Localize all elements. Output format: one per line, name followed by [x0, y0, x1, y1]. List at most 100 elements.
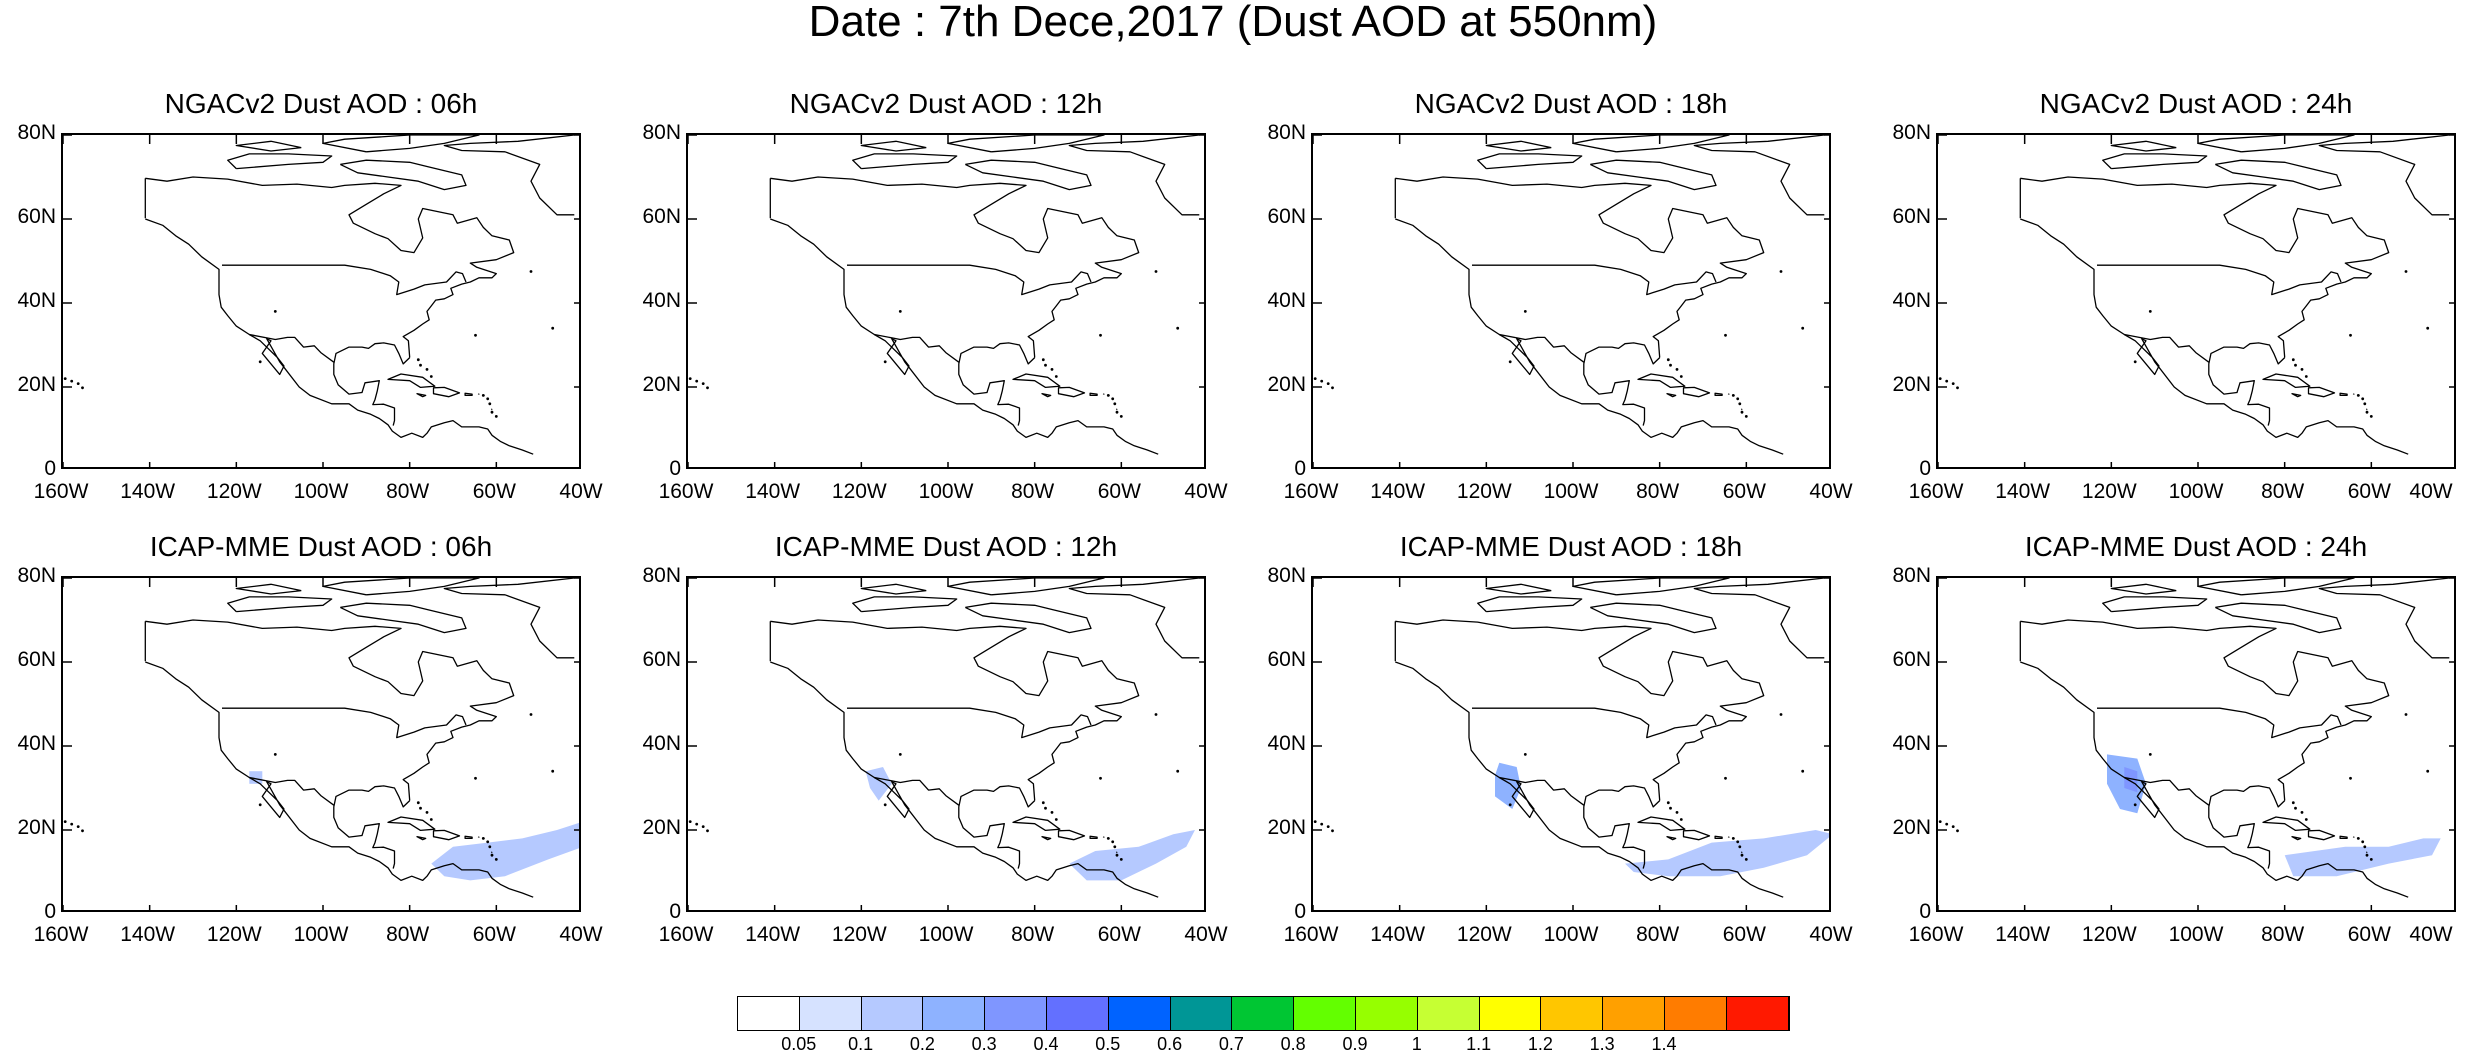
island-dot: [2300, 368, 2304, 371]
x-tick-label: 120W: [2081, 480, 2137, 503]
island-dot: [70, 379, 74, 383]
island-dot: [481, 837, 485, 840]
x-tick-label: 160W: [1283, 923, 1339, 946]
island-dot: [2349, 776, 2352, 780]
map-panel: [686, 576, 1206, 912]
colorbar-box: [1170, 997, 1233, 1030]
island-dot: [706, 829, 709, 833]
island-dot: [1176, 326, 1180, 330]
island-dot: [1106, 837, 1110, 840]
island-dot: [2404, 713, 2408, 716]
map-panel: [1311, 133, 1831, 469]
colorbar-box: [1046, 997, 1109, 1030]
colorbar-label: 1.1: [1466, 1034, 1492, 1054]
x-tick-label: 60W: [1722, 923, 1766, 946]
island-outline: [416, 836, 427, 841]
x-tick-label: 160W: [33, 923, 89, 946]
island-dot: [1320, 822, 1324, 826]
colorbar-label: 1.2: [1527, 1034, 1553, 1054]
island-dot: [2300, 811, 2304, 814]
country-border: [2124, 333, 2210, 363]
x-tick-label: 100W: [918, 480, 974, 503]
coastline: [333, 785, 411, 869]
x-tick-label: 100W: [2168, 480, 2224, 503]
country-border: [2097, 707, 2342, 739]
island-dot: [1508, 803, 1512, 807]
island-outline: [1682, 386, 1711, 398]
island-outline: [416, 393, 427, 398]
island-dot: [1738, 845, 1742, 849]
y-tick-label: 80N: [1892, 121, 1931, 144]
y-tick-label: 60N: [642, 648, 681, 671]
island-dot: [2363, 845, 2367, 849]
x-tick-label: 160W: [1283, 480, 1339, 503]
island-dot: [1801, 326, 1805, 330]
coastline: [1068, 578, 1201, 659]
panel-title: ICAP-MME Dust AOD : 06h: [149, 531, 493, 562]
island-dot: [2369, 415, 2373, 418]
colorbar-label: 0.1: [848, 1034, 874, 1054]
coastline: [145, 176, 515, 358]
coastline: [1395, 218, 1784, 455]
coastline: [2208, 342, 2286, 426]
island-dot: [419, 363, 422, 367]
country-border: [1472, 707, 1717, 739]
island-dot: [1669, 363, 1672, 367]
island-outline: [2262, 816, 2311, 832]
x-tick-label: 40W: [1809, 923, 1853, 946]
island-dot: [1050, 811, 1054, 814]
island-dot: [425, 811, 429, 814]
coastline: [1583, 785, 1661, 869]
y-tick-label: 60N: [1892, 648, 1931, 671]
island-outline: [387, 373, 436, 389]
map-panel: [686, 133, 1206, 469]
island-dot: [1945, 379, 1949, 383]
coastline: [235, 140, 302, 152]
y-tick-label: 0: [1919, 900, 1931, 923]
coastline: [1590, 602, 1717, 634]
x-tick-label: 100W: [918, 923, 974, 946]
island-dot: [1176, 769, 1180, 773]
coastline: [2318, 135, 2451, 216]
island-dot: [419, 806, 422, 810]
y-tick-label: 0: [44, 457, 56, 480]
island-dot: [898, 310, 902, 313]
island-dot: [488, 402, 492, 406]
y-tick-label: 0: [44, 900, 56, 923]
y-tick-label: 20N: [642, 373, 681, 396]
island-dot: [1333, 468, 1336, 470]
colorbar-label: 1.3: [1589, 1034, 1615, 1054]
y-tick-label: 40N: [17, 289, 56, 312]
island-dot: [1320, 379, 1324, 383]
island-dot: [1951, 825, 1955, 828]
island-dot: [688, 377, 692, 380]
y-tick-label: 80N: [642, 564, 681, 587]
island-dot: [883, 360, 887, 364]
map-plot: [63, 578, 579, 910]
island-dot: [1331, 829, 1334, 833]
panel-title: NGACv2 Dust AOD : 12h: [789, 88, 1103, 119]
island-dot: [1115, 410, 1119, 414]
island-outline: [2291, 836, 2302, 841]
island-dot: [1099, 333, 1102, 337]
island-outline: [1089, 392, 1098, 397]
colorbar-label: 1.4: [1651, 1034, 1677, 1054]
island-dot: [490, 853, 494, 857]
island-dot: [883, 803, 887, 807]
x-tick-label: 40W: [559, 480, 603, 503]
panel-title: ICAP-MME Dust AOD : 12h: [774, 531, 1118, 562]
island-dot: [2369, 858, 2373, 861]
x-tick-label: 40W: [2409, 480, 2453, 503]
colorbar-label: 0.6: [1157, 1034, 1183, 1054]
y-tick-label: 0: [669, 457, 681, 480]
country-border: [222, 707, 467, 739]
colorbar-label: 0.4: [1033, 1034, 1059, 1054]
island-dot: [1666, 358, 1670, 362]
island-dot: [2356, 394, 2360, 397]
coastline: [1572, 135, 1730, 153]
island-dot: [481, 394, 485, 397]
island-dot: [488, 845, 492, 849]
island-dot: [1044, 806, 1047, 810]
x-tick-label: 60W: [472, 923, 516, 946]
x-tick-label: 100W: [2168, 923, 2224, 946]
